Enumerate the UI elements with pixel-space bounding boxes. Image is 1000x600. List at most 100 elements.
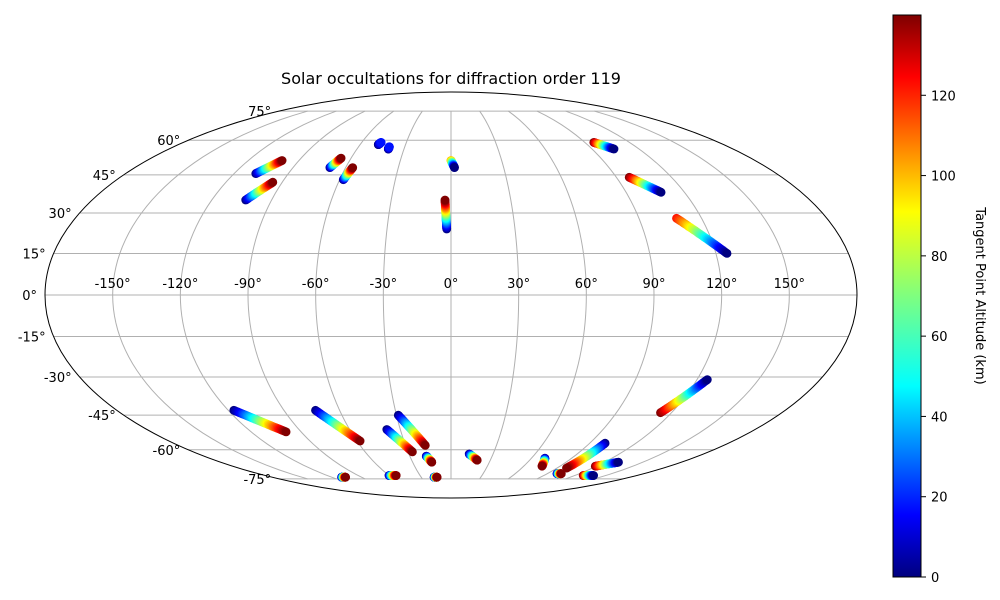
longitude-tick-label: -120°: [162, 277, 198, 292]
longitude-tick-labels: -150° -120° -90° -60° -30° 0° 30° 60° 90° 120° 150…: [95, 277, 805, 292]
occultation-track: [672, 213, 732, 258]
track-point: [341, 472, 350, 482]
occultation-track: [382, 425, 417, 457]
track-point: [355, 436, 365, 446]
occultation-track: [421, 451, 437, 467]
latitude-tick-labels: 75° 60° 45° 30° 15° 0° -15° -30° -45° -60° -75°: [18, 105, 271, 488]
longitude-tick-label: 30°: [507, 277, 530, 292]
track-point: [440, 195, 450, 205]
latitude-tick-label: -45°: [88, 409, 116, 424]
longitude-gridline: [479, 110, 520, 480]
latitude-tick-label: 45°: [93, 169, 116, 184]
chart-title: Solar occultations for diffraction order…: [281, 69, 621, 88]
colorbar-tick-label: 0: [931, 571, 939, 586]
occultation-track: [384, 471, 401, 480]
track-point: [384, 142, 394, 152]
occultation-track: [537, 453, 550, 471]
track-point: [268, 177, 278, 187]
track-point: [450, 163, 459, 173]
track-point: [589, 471, 598, 480]
occultation-track: [337, 472, 350, 482]
occultation-track: [589, 138, 619, 154]
latitude-tick-label: -75°: [243, 473, 271, 488]
occultation-track: [464, 449, 482, 465]
latitude-tick-label: 0°: [22, 289, 37, 304]
track-point: [556, 469, 566, 479]
longitude-tick-label: -30°: [369, 277, 397, 292]
latitude-tick-label: 15°: [23, 247, 46, 262]
map-boundary: [44, 91, 858, 499]
colorbar-tick-label: 80: [931, 250, 948, 265]
track-point: [609, 144, 619, 154]
occultation-track: [229, 405, 291, 437]
occultation-track: [440, 195, 452, 234]
longitude-gridline: [179, 110, 337, 480]
track-point: [562, 463, 571, 473]
latitude-tick-label: -60°: [153, 444, 181, 459]
colorbar-tick-label: 20: [931, 491, 948, 506]
longitude-tick-label: 150°: [774, 277, 805, 292]
colorbar-tick-label: 40: [931, 410, 948, 425]
occultation-track: [383, 142, 394, 154]
colorbar-tick-label: 120: [931, 89, 956, 104]
longitude-gridline: [594, 110, 790, 480]
colorbar: 0 20 40 60 80 100 120 Tangent Point Altitude (…: [892, 14, 987, 586]
occultation-track: [578, 471, 598, 480]
longitude-tick-label: 90°: [642, 277, 665, 292]
longitude-gridline: [565, 110, 723, 480]
latitude-tick-label: 30°: [49, 207, 72, 222]
colorbar-label: Tangent Point Altitude (km): [972, 206, 987, 384]
track-point: [537, 461, 547, 471]
track-point: [420, 441, 430, 450]
longitude-tick-label: 0°: [444, 277, 459, 292]
longitude-gridline: [536, 110, 655, 480]
occultation-track: [311, 405, 365, 446]
occultation-track: [656, 375, 712, 418]
longitude-tick-label: 120°: [706, 277, 737, 292]
occultation-track: [429, 472, 442, 482]
occultation-track: [624, 172, 666, 197]
latitude-tick-label: -30°: [44, 371, 72, 386]
longitude-gridline: [247, 110, 366, 480]
longitude-tick-label: -60°: [302, 277, 330, 292]
colorbar-tick-label: 60: [931, 330, 948, 345]
track-point: [722, 249, 732, 258]
occultation-tracks: [229, 138, 732, 482]
longitude-gridline: [382, 110, 423, 480]
occultation-track: [325, 153, 346, 173]
longitude-gridline: [112, 110, 308, 480]
occultation-track: [552, 469, 566, 479]
longitude-gridline: [507, 110, 587, 480]
track-point: [336, 153, 346, 163]
latitude-tick-label: 75°: [248, 105, 271, 120]
colorbar-tick-label: 100: [931, 170, 956, 185]
longitude-tick-label: 60°: [575, 277, 598, 292]
occultation-track: [373, 138, 386, 150]
occultation-track: [562, 438, 610, 473]
occultation-track: [590, 457, 623, 471]
track-point: [432, 472, 442, 482]
longitude-tick-label: -90°: [234, 277, 262, 292]
track-point: [472, 455, 482, 465]
track-point: [614, 457, 623, 467]
track-point: [376, 138, 386, 147]
occultation-track: [251, 156, 287, 179]
track-point: [348, 163, 358, 173]
track-point: [408, 447, 417, 457]
track-point: [281, 427, 291, 437]
track-point: [391, 471, 401, 480]
occultation-track: [446, 156, 459, 173]
longitude-gridline: [315, 110, 395, 480]
track-point: [277, 156, 287, 165]
occultation-track: [241, 177, 278, 205]
latitude-tick-label: 60°: [157, 134, 180, 149]
graticule: [45, 110, 857, 480]
occultation-track: [393, 410, 430, 450]
colorbar-gradient: [892, 14, 922, 578]
occultation-track: [338, 163, 358, 185]
track-point: [427, 457, 437, 467]
latitude-tick-label: -15°: [18, 331, 46, 346]
track-point: [656, 187, 666, 197]
track-point: [702, 375, 712, 384]
